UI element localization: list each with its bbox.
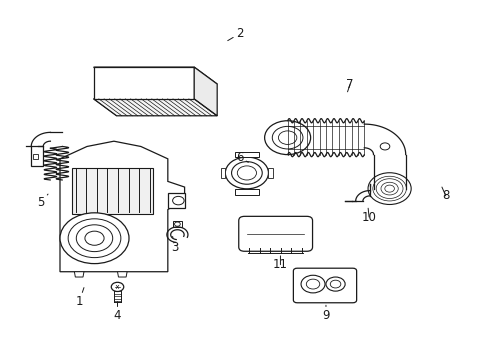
Circle shape xyxy=(264,121,310,154)
Text: 9: 9 xyxy=(322,305,329,322)
Circle shape xyxy=(225,157,268,189)
Text: 10: 10 xyxy=(361,208,376,224)
FancyBboxPatch shape xyxy=(293,268,356,303)
Text: 6: 6 xyxy=(236,150,248,163)
Circle shape xyxy=(60,213,129,264)
Polygon shape xyxy=(234,153,258,157)
Text: 8: 8 xyxy=(441,187,448,202)
Text: 7: 7 xyxy=(346,78,353,92)
Polygon shape xyxy=(74,272,84,277)
Polygon shape xyxy=(167,193,184,208)
Circle shape xyxy=(380,143,389,150)
Polygon shape xyxy=(93,67,217,84)
Circle shape xyxy=(111,282,123,292)
Polygon shape xyxy=(93,67,194,99)
Polygon shape xyxy=(72,168,153,213)
Text: 3: 3 xyxy=(171,237,178,253)
Polygon shape xyxy=(194,67,217,116)
Polygon shape xyxy=(60,141,184,272)
Polygon shape xyxy=(172,221,182,227)
Text: 4: 4 xyxy=(114,302,121,322)
Text: 2: 2 xyxy=(227,27,243,41)
Polygon shape xyxy=(268,168,273,178)
Circle shape xyxy=(367,173,410,204)
Text: 1: 1 xyxy=(75,288,84,308)
FancyBboxPatch shape xyxy=(238,216,312,251)
Polygon shape xyxy=(93,99,217,116)
Text: 5: 5 xyxy=(37,194,48,210)
Polygon shape xyxy=(220,168,225,178)
Polygon shape xyxy=(31,147,43,166)
Polygon shape xyxy=(117,272,127,277)
Polygon shape xyxy=(234,189,258,195)
Text: 11: 11 xyxy=(272,256,287,271)
